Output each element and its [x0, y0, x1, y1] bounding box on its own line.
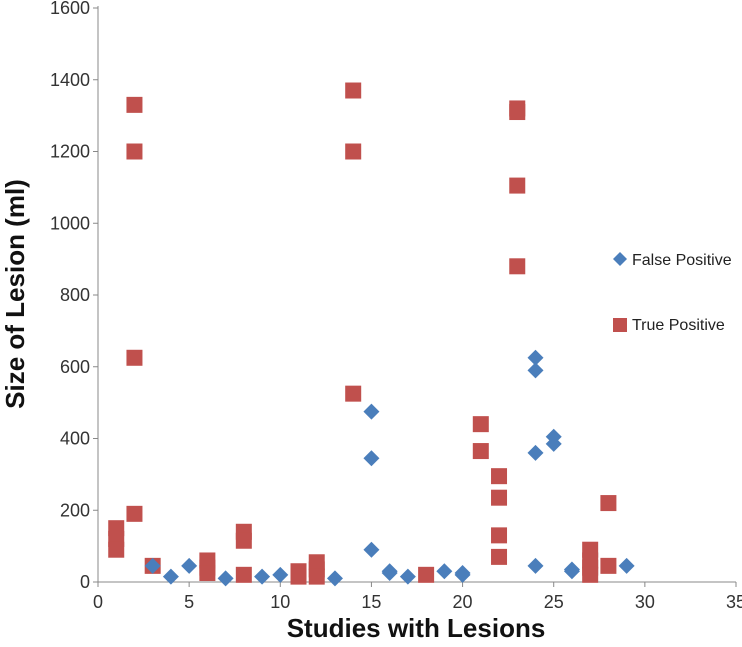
- legend-label-false-positive: False Positive: [632, 252, 732, 269]
- data-point-true-positive: [509, 178, 525, 194]
- data-point-true-positive: [418, 567, 434, 583]
- data-point-true-positive: [108, 542, 124, 558]
- data-point-true-positive: [199, 565, 215, 581]
- data-point-false-positive: [564, 561, 580, 577]
- data-point-false-positive: [455, 567, 471, 583]
- data-point-true-positive: [509, 258, 525, 274]
- ticks: 0 200 400 600 800 1000 1200 1400 1600 0 5 10 15 20 25 3…: [50, 0, 742, 612]
- data-point-false-positive: [218, 570, 234, 586]
- data-point-false-positive: [272, 567, 288, 583]
- legend-item-true-positive: True Positive: [613, 317, 725, 334]
- x-tick-label: 0: [93, 592, 103, 612]
- data-point-false-positive: [363, 404, 379, 420]
- y-tick-label: 800: [60, 285, 90, 305]
- data-point-false-positive: [527, 558, 543, 574]
- y-tick-label: 200: [60, 500, 90, 520]
- axes: [98, 6, 736, 582]
- legend-marker-true-positive: [613, 318, 627, 332]
- data-point-false-positive: [619, 558, 635, 574]
- data-point-true-positive: [126, 97, 142, 113]
- data-point-true-positive: [126, 144, 142, 160]
- x-tick-label: 35: [726, 592, 742, 612]
- y-tick-label: 600: [60, 357, 90, 377]
- data-point-true-positive: [600, 495, 616, 511]
- legend-marker-false-positive: [613, 252, 627, 266]
- data-point-true-positive: [582, 567, 598, 583]
- y-tick-label: 1000: [50, 213, 90, 233]
- data-point-true-positive: [491, 490, 507, 506]
- data-point-true-positive: [345, 386, 361, 402]
- legend-label-true-positive: True Positive: [632, 317, 725, 334]
- data-point-true-positive: [126, 350, 142, 366]
- data-point-false-positive: [363, 542, 379, 558]
- data-point-false-positive: [527, 445, 543, 461]
- data-marks: [108, 83, 634, 587]
- data-point-true-positive: [473, 443, 489, 459]
- y-tick-label: 0: [80, 572, 90, 592]
- x-tick-label: 15: [361, 592, 381, 612]
- data-point-true-positive: [509, 104, 525, 120]
- data-point-false-positive: [327, 570, 343, 586]
- y-tick-label: 1400: [50, 70, 90, 90]
- legend: False Positive True Positive: [613, 252, 732, 334]
- data-point-true-positive: [345, 83, 361, 99]
- data-point-true-positive: [291, 569, 307, 585]
- data-point-true-positive: [126, 506, 142, 522]
- data-point-true-positive: [600, 558, 616, 574]
- x-tick-label: 5: [184, 592, 194, 612]
- data-point-true-positive: [491, 468, 507, 484]
- data-point-true-positive: [491, 549, 507, 565]
- x-axis-title: Studies with Lesions: [287, 613, 546, 643]
- y-tick-label: 1600: [50, 0, 90, 18]
- data-point-true-positive: [309, 569, 325, 585]
- data-point-true-positive: [345, 144, 361, 160]
- x-tick-label: 10: [270, 592, 290, 612]
- data-point-false-positive: [181, 558, 197, 574]
- x-tick-label: 30: [635, 592, 655, 612]
- data-point-true-positive: [473, 416, 489, 432]
- data-point-true-positive: [491, 527, 507, 543]
- y-tick-label: 400: [60, 429, 90, 449]
- y-tick-label: 1200: [50, 142, 90, 162]
- data-point-false-positive: [527, 350, 543, 366]
- y-axis-title: Size of Lesion (ml): [0, 179, 30, 409]
- data-point-false-positive: [363, 450, 379, 466]
- x-tick-label: 25: [544, 592, 564, 612]
- data-point-true-positive: [236, 567, 252, 583]
- data-point-false-positive: [436, 563, 452, 579]
- x-tick-label: 20: [453, 592, 473, 612]
- data-point-true-positive: [236, 533, 252, 549]
- legend-item-false-positive: False Positive: [613, 252, 732, 269]
- data-point-false-positive: [382, 565, 398, 581]
